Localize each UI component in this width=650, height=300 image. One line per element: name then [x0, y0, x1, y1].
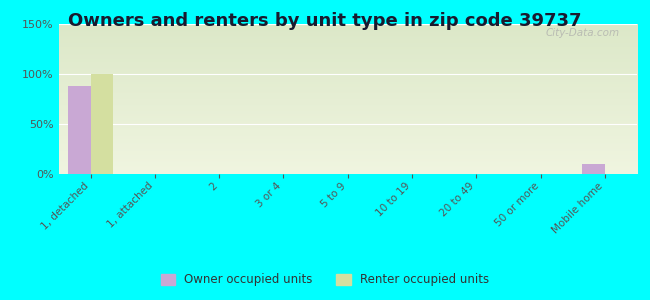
Bar [68, 86, 90, 174]
Text: Owners and renters by unit type in zip code 39737: Owners and renters by unit type in zip c… [68, 12, 582, 30]
Bar [90, 74, 113, 174]
Legend: Owner occupied units, Renter occupied units: Owner occupied units, Renter occupied un… [156, 269, 494, 291]
Bar [582, 164, 605, 174]
Text: City-Data.com: City-Data.com [545, 28, 619, 38]
